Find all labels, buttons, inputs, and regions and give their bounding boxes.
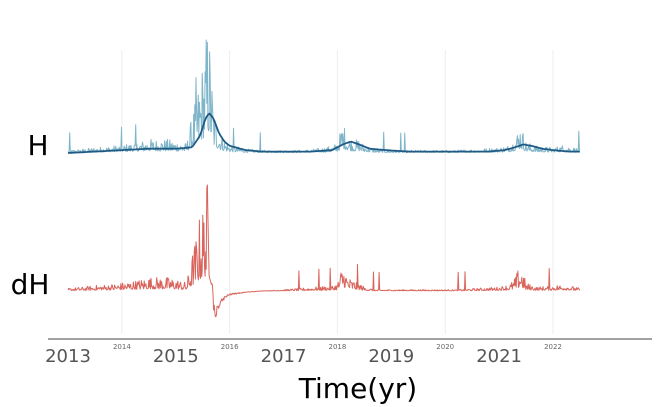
x-tick-minor-2014: 2014 (113, 343, 131, 351)
grid (121, 50, 554, 334)
series-line-h-1 (67, 112, 580, 154)
row-label-dh: dH (11, 268, 50, 301)
x-tick-major-2013: 2013 (45, 346, 91, 367)
x-tick-major-2021: 2021 (476, 346, 522, 367)
x-tick-major-2015: 2015 (153, 346, 199, 367)
x-tick-minor-2020: 2020 (436, 343, 454, 351)
series-layer (67, 39, 581, 318)
x-tick-minor-2022: 2022 (544, 343, 562, 351)
series-line-dh-0 (67, 184, 581, 318)
x-tick-minor-2018: 2018 (329, 343, 347, 351)
x-ticks: 2014 2016 2018 2020 2022 2013 2015 2017 2019 2021 (45, 343, 562, 367)
x-tick-major-2019: 2019 (368, 346, 414, 367)
series-line-h-0 (67, 39, 581, 154)
row-label-h: H (27, 129, 48, 162)
x-axis-title: Time(yr) (298, 372, 417, 405)
x-tick-major-2017: 2017 (261, 346, 307, 367)
x-tick-minor-2016: 2016 (221, 343, 239, 351)
row-labels: H dH (11, 129, 50, 301)
